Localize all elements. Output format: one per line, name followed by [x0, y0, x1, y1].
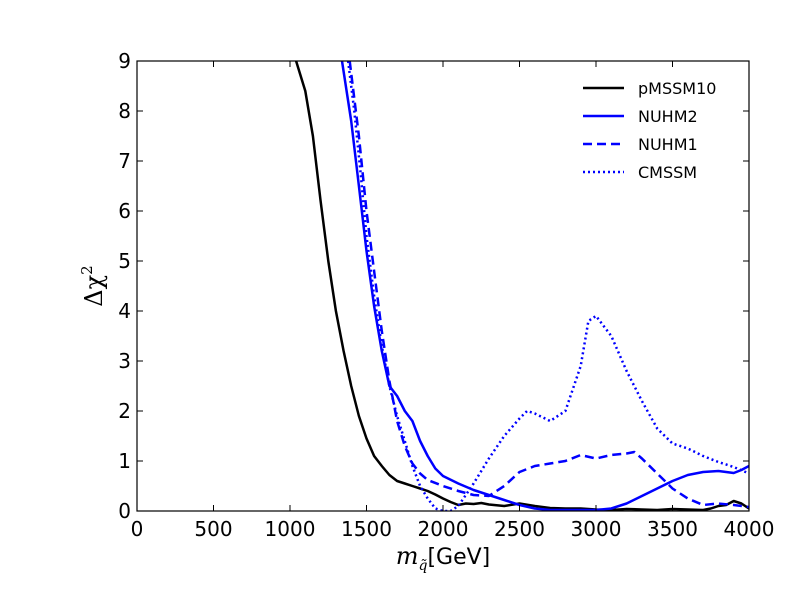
- y-tick-label: 4: [118, 299, 131, 323]
- y-axis-label-main: Δχ: [80, 274, 108, 306]
- legend-label-pmssm10: pMSSM10: [638, 79, 716, 98]
- x-axis-label-unit: [GeV]: [427, 545, 490, 570]
- y-tick-label: 9: [118, 49, 131, 73]
- x-tick-label: 2500: [494, 517, 545, 541]
- x-axis-label-sub: q̃: [418, 558, 427, 574]
- y-tick-label: 0: [118, 499, 131, 523]
- y-tick-label: 7: [118, 149, 131, 173]
- x-axis-label-main: m: [396, 542, 419, 570]
- x-tick-label: 3000: [571, 517, 622, 541]
- series-line-cmssm: [346, 61, 749, 511]
- y-tick-label: 6: [118, 199, 131, 223]
- series-layer: [294, 61, 749, 511]
- legend-label-cmssm: CMSSM: [638, 163, 697, 182]
- y-tick-label: 3: [118, 349, 131, 373]
- y-axis-label: Δχ2: [78, 265, 108, 306]
- y-tick-label: 1: [118, 449, 131, 473]
- x-tick-label: 3500: [647, 517, 698, 541]
- x-tick-label: 1500: [341, 517, 392, 541]
- y-tick-label: 2: [118, 399, 131, 423]
- legend-label-nuhm2: NUHM2: [638, 107, 698, 126]
- x-axis-label: mq̃[GeV]: [396, 542, 491, 574]
- x-tick-label: 4000: [724, 517, 775, 541]
- y-tick-label: 5: [118, 249, 131, 273]
- series-line-pmssm10: [294, 61, 749, 511]
- y-axis-label-sup: 2: [78, 265, 96, 275]
- y-tick-label: 8: [118, 99, 131, 123]
- x-tick-label: 2000: [418, 517, 469, 541]
- legend-label-nuhm1: NUHM1: [638, 135, 698, 154]
- legend: pMSSM10 NUHM2 NUHM1 CMSSM: [583, 79, 716, 182]
- ticks-layer: 0 500 1000 1500 2000 2500 3000 3500 4000 0 1 2 3 4 5 6 7…: [118, 49, 774, 541]
- x-tick-label: 1000: [265, 517, 316, 541]
- x-tick-label: 500: [194, 517, 232, 541]
- x-tick-label: 0: [131, 517, 144, 541]
